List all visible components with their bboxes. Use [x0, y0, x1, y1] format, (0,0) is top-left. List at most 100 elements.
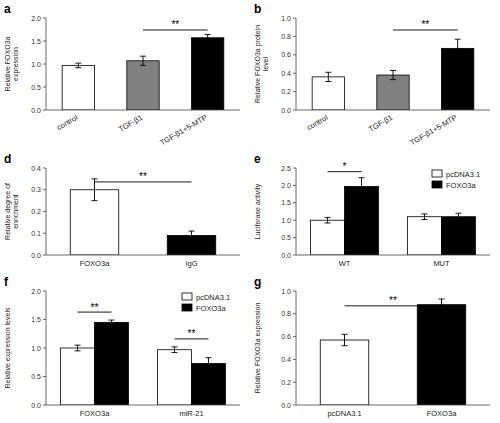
- bar: [192, 38, 224, 110]
- y-tick-label: 2.5: [281, 165, 291, 172]
- y-tick-label: 1.0: [281, 288, 291, 295]
- error-bar: [325, 72, 331, 81]
- y-tick-label: 0.8: [281, 310, 291, 317]
- y-axis: [296, 291, 297, 405]
- y-tick: [43, 110, 46, 111]
- panel: g0.00.20.40.60.81.0pcDNA3.1FOXO3aRelativ…: [254, 275, 490, 418]
- significance-label: *: [343, 161, 347, 172]
- error-cap: [75, 67, 81, 68]
- y-label-line: Relative FOXO3a: [4, 36, 11, 91]
- error-bar: [75, 345, 81, 351]
- y-tick-label: 1.0: [31, 61, 41, 68]
- x-tick-label: control: [305, 113, 329, 132]
- y-label: Relative expression levels: [4, 307, 12, 388]
- legend-label: FOXO3a: [446, 181, 476, 190]
- bar: [442, 48, 474, 110]
- y-tick-label: 0.1: [31, 230, 41, 237]
- y-tick-label: 2.0: [31, 15, 41, 22]
- legend-swatch: [432, 170, 442, 177]
- panel-label: a: [4, 2, 11, 16]
- panel: a0.00.51.01.52.0controlTGF-β1TGF-β1+5-MT…: [4, 2, 240, 147]
- error-cap: [422, 213, 428, 214]
- x-axis: [296, 255, 490, 256]
- significance-label: **: [389, 295, 397, 306]
- y-tick: [43, 405, 46, 406]
- panel: f0.00.51.01.52.0FOXO3amiR-21Relative exp…: [4, 275, 240, 418]
- bar: [377, 75, 409, 110]
- x-tick-label: TGF-β1: [367, 113, 394, 134]
- error-cap: [455, 213, 461, 214]
- error-cap: [205, 369, 211, 370]
- bar: [320, 340, 369, 405]
- y-tick: [43, 376, 46, 377]
- y-tick-label: 0.3: [31, 186, 41, 193]
- y-tick: [43, 255, 46, 256]
- error-cap: [455, 57, 461, 58]
- y-axis: [46, 168, 47, 255]
- error-cap: [75, 350, 81, 351]
- error-cap: [325, 81, 331, 82]
- y-tick-label: 0.0: [281, 402, 291, 409]
- legend-label: FOXO3a: [196, 304, 226, 313]
- y-tick: [293, 359, 296, 360]
- error-cap: [325, 222, 331, 223]
- error-line: [424, 214, 425, 220]
- y-tick: [293, 291, 296, 292]
- error-cap: [92, 200, 98, 201]
- y-tick-label: 0.5: [281, 234, 291, 241]
- y-tick-label: 0.0: [31, 107, 41, 114]
- y-tick: [293, 36, 296, 37]
- error-cap: [189, 231, 195, 232]
- bar: [61, 348, 95, 405]
- error-cap: [455, 220, 461, 221]
- panel-label: g: [254, 275, 261, 289]
- error-cap: [75, 345, 81, 346]
- y-tick: [293, 168, 296, 169]
- legend-swatch: [432, 181, 442, 188]
- y-tick-label: 1.5: [31, 316, 41, 323]
- error-line: [77, 345, 78, 351]
- y-tick-label: 1.0: [281, 15, 291, 22]
- error-cap: [75, 63, 81, 64]
- error-bar: [439, 299, 445, 310]
- error-cap: [390, 79, 396, 80]
- y-tick-label: 0.2: [31, 208, 41, 215]
- significance-label: **: [91, 302, 99, 313]
- error-line: [111, 320, 112, 325]
- y-tick-label: 0.0: [281, 252, 291, 259]
- bar: [95, 322, 129, 405]
- y-label: Relative FOXO3aexpression: [4, 36, 20, 91]
- error-line: [344, 334, 345, 345]
- error-line: [174, 347, 175, 353]
- error-cap: [140, 65, 146, 66]
- bar: [127, 61, 159, 110]
- significance-label: **: [188, 328, 196, 339]
- y-tick: [43, 168, 46, 169]
- y-tick: [293, 255, 296, 256]
- y-tick-label: 1.0: [31, 345, 41, 352]
- x-tick-label: MUT: [433, 259, 450, 268]
- y-tick: [43, 211, 46, 212]
- legend-label: pcDNA3.1: [196, 293, 230, 302]
- error-bar: [422, 214, 428, 220]
- error-cap: [342, 334, 348, 335]
- y-tick-label: 0.0: [281, 107, 291, 114]
- y-tick: [43, 291, 46, 292]
- marks: [312, 39, 474, 110]
- error-cap: [342, 345, 348, 346]
- y-tick-label: 0.5: [31, 84, 41, 91]
- error-cap: [439, 310, 445, 311]
- significance-label: **: [171, 19, 179, 30]
- x-tick-label: WT: [339, 259, 351, 268]
- marks: [320, 299, 466, 405]
- y-label: Luciferase activity: [254, 183, 262, 239]
- panel-label: e: [254, 152, 261, 166]
- bar: [417, 305, 466, 405]
- error-bar: [172, 347, 178, 353]
- y-tick-label: 0.0: [31, 252, 41, 259]
- error-bar: [325, 217, 331, 223]
- y-tick-label: 0.6: [281, 51, 291, 58]
- error-cap: [390, 70, 396, 71]
- y-tick: [43, 233, 46, 234]
- error-cap: [455, 39, 461, 40]
